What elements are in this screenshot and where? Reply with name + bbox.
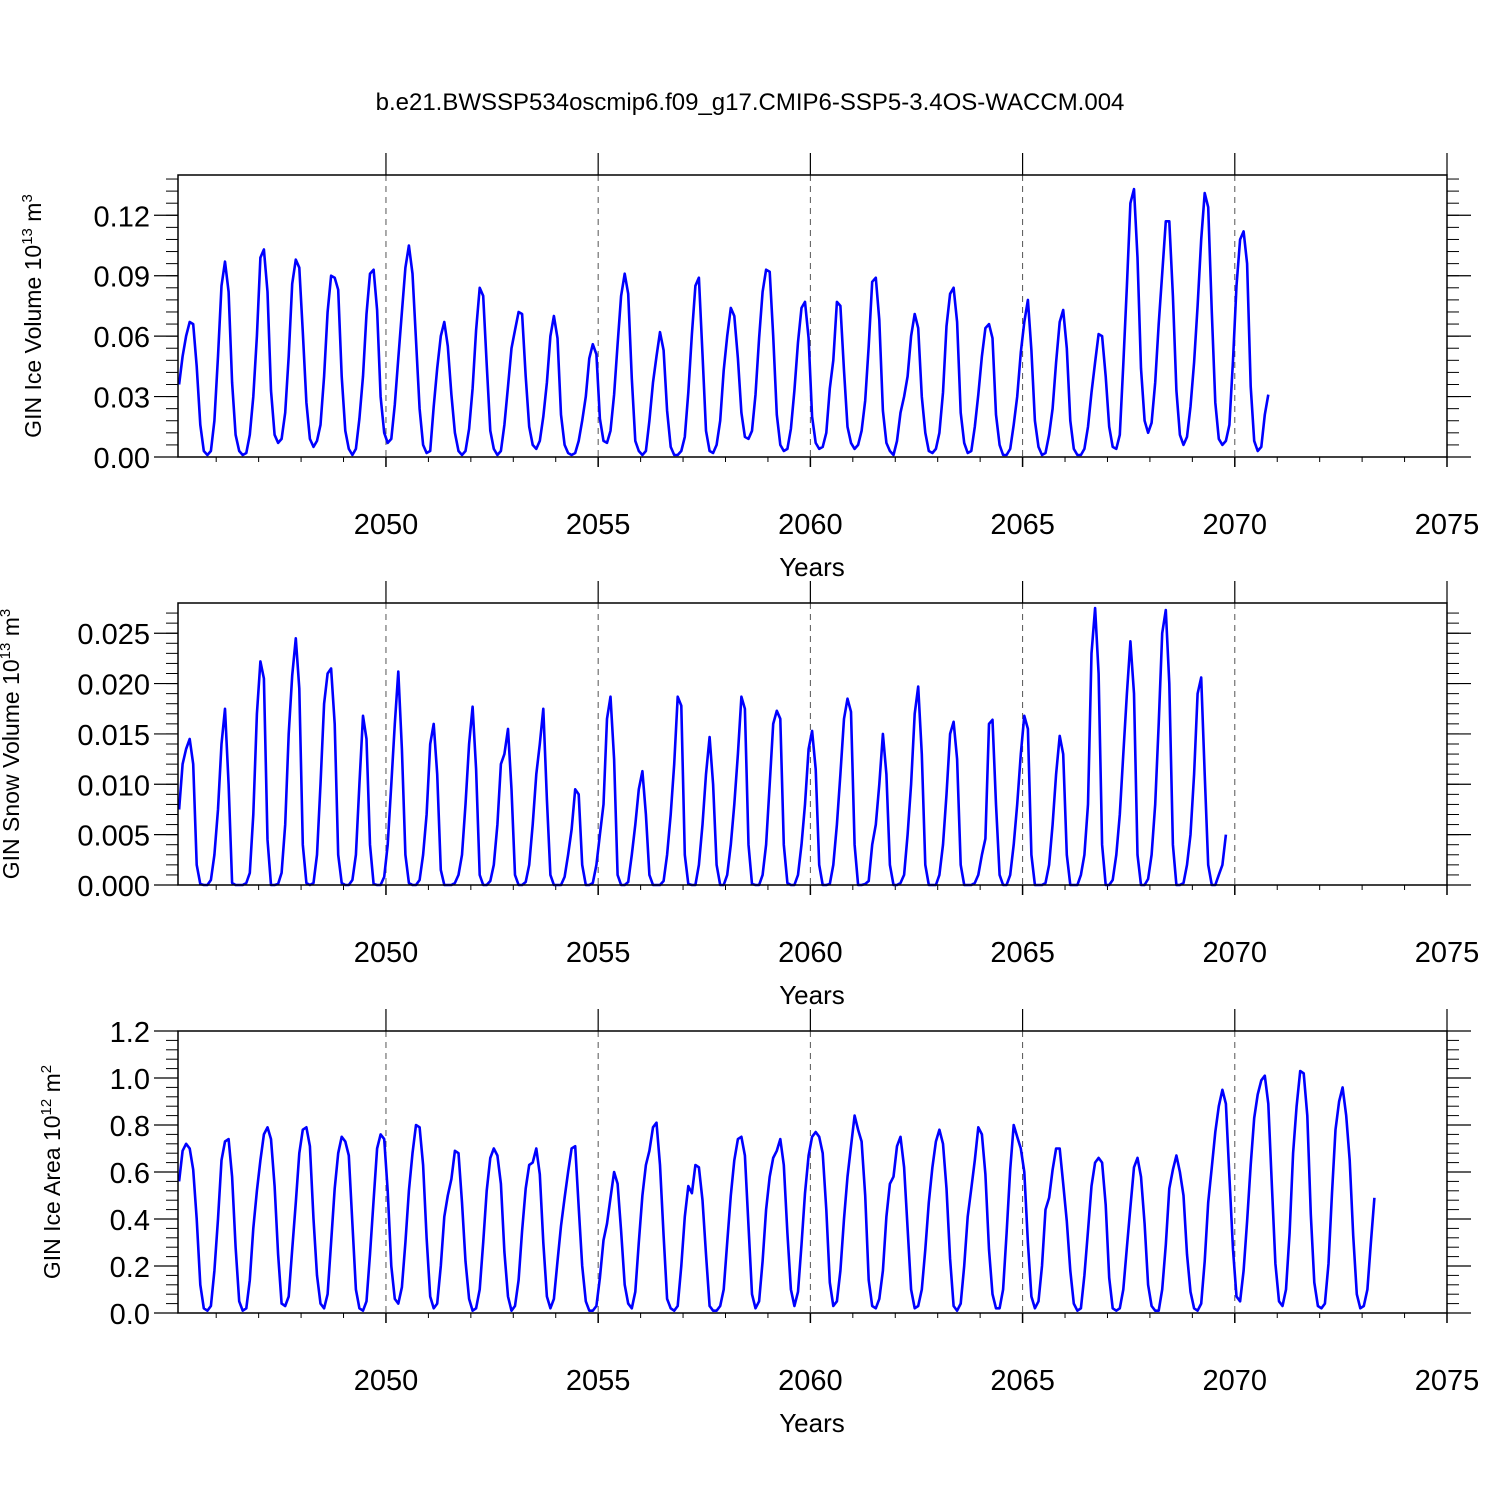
- panel-ice-volume-ylabel: GIN Ice Volume 1013 m3: [19, 194, 46, 438]
- y-tick-label: 0.000: [77, 871, 150, 903]
- x-tick-label: 2075: [1415, 937, 1480, 969]
- snow-volume-ylabel-unit: m: [0, 617, 24, 643]
- x-tick-label: 2060: [778, 1365, 843, 1397]
- x-tick-label: 2070: [1203, 509, 1268, 541]
- snow-volume-ylabel-uexp: 3: [0, 609, 14, 617]
- panel-snow-volume-plot: 2050 2055 2060 2065 2070 2075 0.000 0.005 0.010 0…: [77, 581, 1479, 969]
- snow-volume-ylabel-exp: 13: [0, 643, 14, 660]
- x-tick-label: 2055: [566, 937, 631, 969]
- y-tick-label: 0.8: [110, 1111, 150, 1143]
- panel-ice-volume-plot: 2050 2055 2060 2065 2070 2075 0.00 0.03 0.06 0.09…: [94, 153, 1480, 541]
- ice-volume-ylabel-text: GIN Ice Volume 10: [20, 245, 46, 438]
- series-line-ice-volume: [177, 187, 1270, 457]
- y-tick-label: 0.005: [77, 821, 150, 853]
- y-tick-label: 1.0: [110, 1064, 150, 1096]
- ice-volume-ylabel-unit: m: [20, 203, 46, 229]
- x-tick-label: 2050: [354, 1365, 419, 1397]
- y-tick-label: 0.12: [94, 201, 150, 233]
- panel-ice-area-ylabel: GIN Ice Area 1012 m2: [38, 1065, 65, 1279]
- y-tick-label: 0.025: [77, 619, 150, 651]
- y-tick-label: 0.09: [94, 262, 150, 294]
- panel-snow-volume-ylabel: GIN Snow Volume 1013 m3: [0, 609, 24, 880]
- ice-area-ylabel-uexp: 2: [38, 1065, 55, 1073]
- y-tick-label: 1.2: [110, 1017, 150, 1049]
- panel-snow-volume-xlabel: Years: [779, 980, 845, 1010]
- y-tick-label: 0.6: [110, 1158, 150, 1190]
- plot-frame: [177, 1030, 1448, 1314]
- y-tick-label: 0.015: [77, 720, 150, 752]
- y-tick-label: 0.020: [77, 670, 150, 702]
- x-tick-label: 2065: [990, 1365, 1055, 1397]
- ice-volume-ylabel-exp: 13: [19, 228, 36, 245]
- series-line-snow-volume: [177, 606, 1228, 887]
- x-tick-label: 2055: [566, 1365, 631, 1397]
- plot-frame: [177, 174, 1448, 458]
- x-tick-label: 2075: [1415, 509, 1480, 541]
- x-tick-label: 2075: [1415, 1365, 1480, 1397]
- x-tick-label: 2065: [990, 509, 1055, 541]
- x-tick-label: 2050: [354, 937, 419, 969]
- panel-ice-volume-xlabel: Years: [779, 552, 845, 582]
- ice-area-ylabel-text: GIN Ice Area 10: [39, 1115, 65, 1279]
- ice-area-ylabel-unit: m: [39, 1073, 65, 1099]
- y-tick-label: 0.0: [110, 1299, 150, 1331]
- x-tick-label: 2070: [1203, 1365, 1268, 1397]
- y-tick-label: 0.03: [94, 383, 150, 415]
- panel-ice-area: GIN Ice Area 1012 m2 Years: [38, 1065, 845, 1438]
- x-tick-label: 2060: [778, 509, 843, 541]
- snow-volume-ylabel-text: GIN Snow Volume 10: [0, 659, 24, 879]
- x-tick-label: 2055: [566, 509, 631, 541]
- x-tick-label: 2060: [778, 937, 843, 969]
- panel-snow-volume: GIN Snow Volume 1013 m3 Years: [0, 609, 845, 1010]
- figure-title: b.e21.BWSSP534oscmip6.f09_g17.CMIP6-SSP5…: [376, 89, 1125, 116]
- ice-area-ylabel-exp: 12: [38, 1099, 55, 1116]
- panel-ice-area-plot: 2050 2055 2060 2065 2070 2075 0.0 0.2 0.4 0.6 0.8 1…: [110, 1009, 1480, 1397]
- panel-ice-volume: GIN Ice Volume 1013 m3 Years: [19, 194, 845, 582]
- x-tick-label: 2070: [1203, 937, 1268, 969]
- x-tick-label: 2050: [354, 509, 419, 541]
- plot-frame: [177, 602, 1448, 886]
- y-tick-label: 0.06: [94, 322, 150, 354]
- ice-volume-ylabel-uexp: 3: [19, 194, 36, 202]
- y-tick-label: 0.4: [110, 1205, 150, 1237]
- series-line-ice-area: [177, 1069, 1376, 1312]
- x-tick-label: 2065: [990, 937, 1055, 969]
- y-tick-label: 0.010: [77, 770, 150, 802]
- y-tick-label: 0.00: [94, 443, 150, 475]
- panel-ice-area-xlabel: Years: [779, 1408, 845, 1438]
- y-tick-label: 0.2: [110, 1252, 150, 1284]
